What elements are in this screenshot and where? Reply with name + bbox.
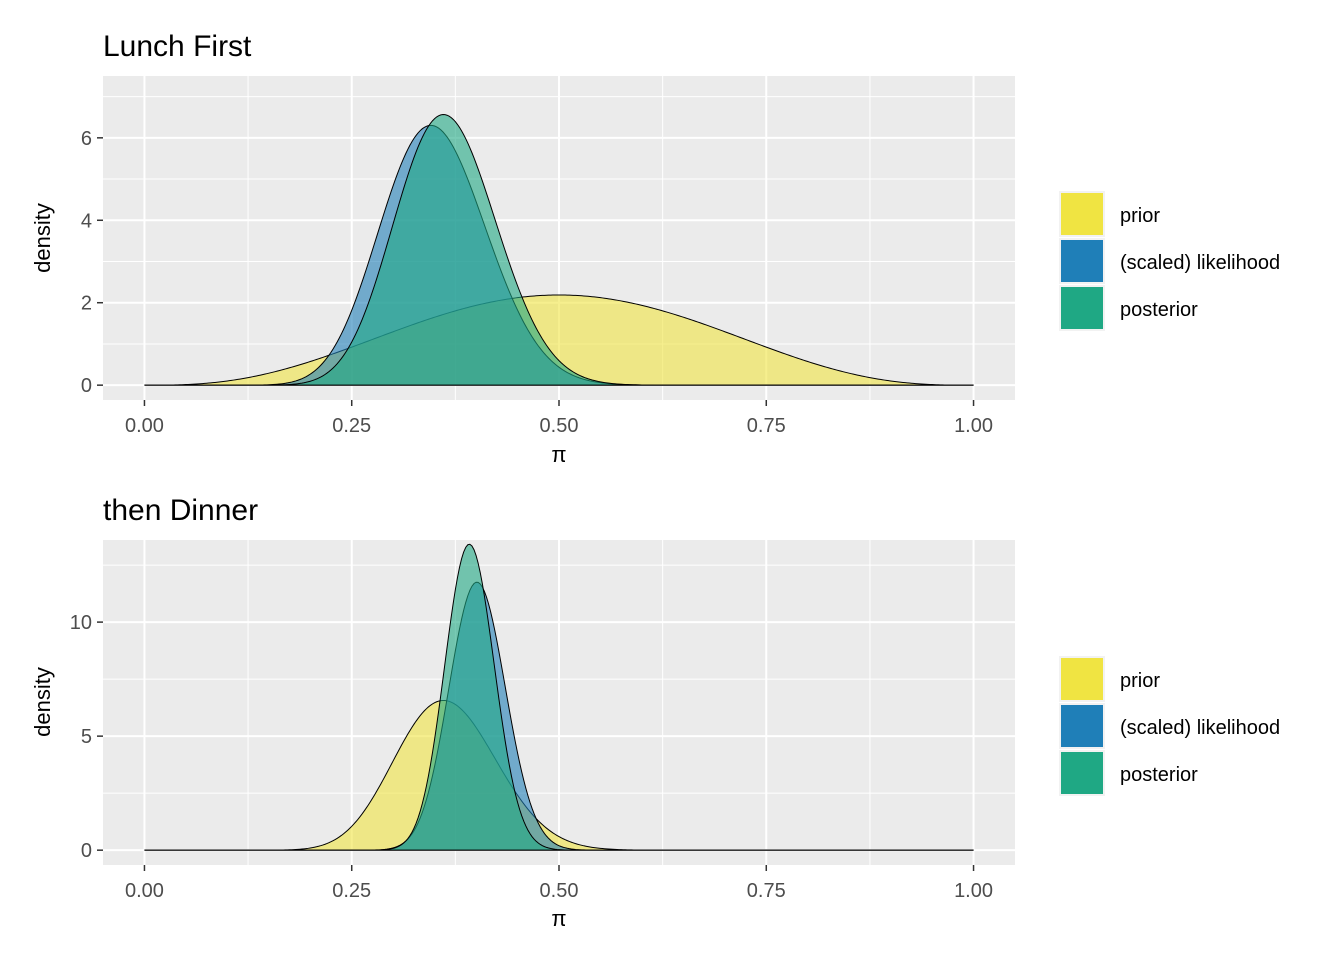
y-axis: 0 5 10 [70,612,103,862]
density-area-posterior [144,543,974,851]
x-tick-label: 0.75 [747,880,786,902]
x-axis: 0.00 0.25 0.50 0.75 1.00 [125,400,993,437]
legend-label: prior [1120,670,1160,692]
x-axis-label: π [551,442,566,467]
x-tick-label: 0.50 [540,415,579,437]
y-tick-label: 5 [81,726,92,748]
x-tick-label: 0.25 [332,415,371,437]
x-tick-label: 0.50 [540,880,579,902]
x-tick-label: 0.00 [125,415,164,437]
panel-title: then Dinner [103,494,258,527]
legend-label: posterior [1120,299,1198,321]
legend-swatch [1061,240,1103,282]
x-axis: 0.00 0.25 0.50 0.75 1.00 [125,865,993,902]
legend-label: (scaled) likelihood [1120,717,1280,739]
density-areas [144,114,974,386]
y-tick-label: 10 [70,612,92,634]
legend-swatch [1061,705,1103,747]
x-tick-label: 0.25 [332,880,371,902]
x-tick-label: 1.00 [954,415,993,437]
legend-label: posterior [1120,764,1198,786]
panel-title: Lunch First [103,30,252,63]
x-tick-label: 0.00 [125,880,164,902]
density-areas [144,543,974,851]
x-axis-label: π [551,906,566,931]
legend: prior (scaled) likelihood posterior [1059,656,1280,796]
legend-swatch [1061,193,1103,235]
y-axis-label: density [30,667,55,737]
legend-swatch [1061,752,1103,794]
legend-swatch [1061,287,1103,329]
y-axis-label: density [30,203,55,273]
x-tick-label: 1.00 [954,880,993,902]
y-tick-label: 0 [81,375,92,397]
y-axis: 0 2 4 6 [81,128,103,397]
y-tick-label: 6 [81,128,92,150]
y-tick-label: 0 [81,840,92,862]
y-tick-label: 2 [81,293,92,315]
density-area-posterior [144,114,974,386]
y-tick-label: 4 [81,210,92,232]
x-tick-label: 0.75 [747,415,786,437]
legend-label: prior [1120,205,1160,227]
legend-label: (scaled) likelihood [1120,252,1280,274]
legend-swatch [1061,658,1103,700]
legend: prior (scaled) likelihood posterior [1059,191,1280,331]
